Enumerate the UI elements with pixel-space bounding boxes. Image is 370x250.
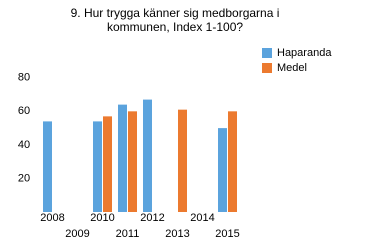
bar <box>103 116 112 212</box>
x-tick-label: 2015 <box>215 228 239 240</box>
x-tick-label: 2010 <box>90 212 114 224</box>
bar <box>178 109 187 212</box>
x-tick-label: 2008 <box>40 212 64 224</box>
x-tick-label: 2012 <box>140 212 164 224</box>
x-tick-label: 2009 <box>65 228 89 240</box>
x-tick-label: 2014 <box>190 212 214 224</box>
legend-swatch <box>262 63 272 73</box>
y-tick-label: 60 <box>18 105 30 117</box>
bar <box>118 104 127 212</box>
legend-label: Medel <box>277 62 307 74</box>
y-tick-label: 40 <box>18 139 30 151</box>
bar <box>143 99 152 212</box>
x-tick-label: 2011 <box>116 228 140 240</box>
y-tick-label: 80 <box>18 72 30 84</box>
bar <box>93 121 102 212</box>
x-tick-label: 2013 <box>165 228 189 240</box>
legend-label: Haparanda <box>277 47 332 59</box>
chart-title: 9. Hur trygga känner sig medborgarna i k… <box>70 6 280 34</box>
bar <box>228 111 237 212</box>
bar <box>43 121 52 212</box>
bar <box>128 111 137 212</box>
legend-swatch <box>262 48 272 58</box>
bar <box>218 128 227 212</box>
y-tick-label: 20 <box>18 172 30 184</box>
